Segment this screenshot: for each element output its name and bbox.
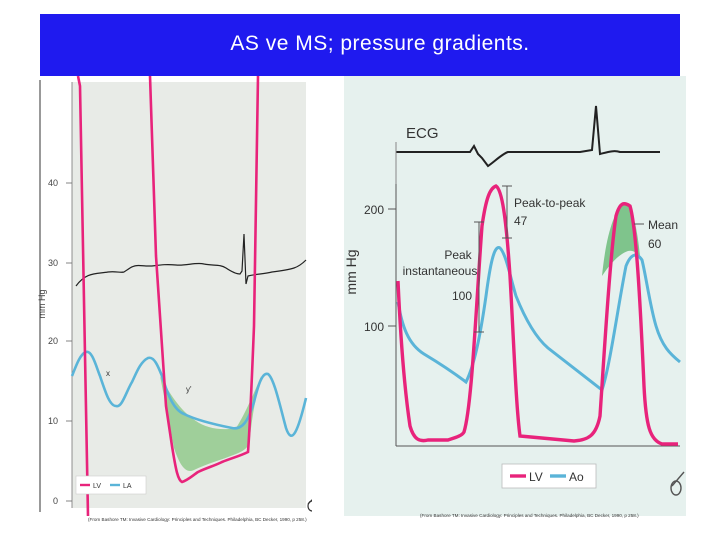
right-caption: (From Bashore TM: Invasive Cardiology: P… — [420, 513, 639, 518]
mitral-gradient-fill — [160, 376, 261, 472]
left-caption: (From Bashore TM: Invasive Cardiology: P… — [88, 517, 307, 522]
left-figure: 40 30 20 10 0 mm Hg x y' LV LA — [36, 76, 312, 516]
lv-pressure-trace-right — [396, 184, 678, 446]
title-bar — [40, 14, 680, 76]
ecg-label: ECG — [406, 125, 439, 142]
peak-to-peak-marker — [502, 185, 512, 239]
tick-label: 100 — [364, 320, 384, 334]
left-y-ticks: 40 30 20 10 0 — [48, 178, 58, 506]
annotation-peak: Peak — [444, 248, 472, 262]
right-legend-ao: Ao — [569, 470, 584, 484]
tick-label: 20 — [48, 336, 58, 346]
peak-instantaneous-marker — [474, 221, 484, 333]
tick-label: 30 — [48, 258, 58, 268]
left-ecg-trace — [75, 233, 307, 287]
left-legend: LV LA — [75, 475, 147, 495]
wave-label-y: y' — [186, 385, 192, 394]
right-legend: LV Ao — [501, 463, 597, 489]
wave-label-x: x — [106, 369, 110, 378]
slide-title: AS ve MS; pressure gradients. — [230, 32, 530, 55]
annotation-instantaneous: instantaneous — [403, 264, 478, 278]
right-legend-lv: LV — [529, 470, 543, 484]
annotation-mean: Mean — [648, 218, 678, 232]
annotation-peak-to-peak-value: 47 — [514, 214, 528, 228]
right-y-axis-label: mm Hg — [344, 249, 359, 294]
tick-label: 40 — [48, 178, 58, 188]
left-legend-la: LA — [123, 483, 132, 490]
tick-label: 10 — [48, 416, 58, 426]
ao-pressure-trace — [396, 246, 681, 393]
tick-label: 0 — [53, 496, 58, 506]
lv-pressure-trace — [76, 76, 260, 516]
annotation-peak-to-peak: Peak-to-peak — [514, 196, 586, 210]
right-logo-mark — [670, 471, 685, 496]
right-figure: ECG 200 100 mm Hg Peak-to-peak 47 Peak i… — [344, 76, 686, 516]
left-legend-lv: LV — [93, 483, 101, 490]
la-pressure-trace — [70, 350, 308, 437]
annotation-mean-value: 60 — [648, 237, 662, 251]
annotation-peak-value: 100 — [452, 289, 472, 303]
left-logo-mark — [307, 499, 312, 512]
left-y-axis-label: mm Hg — [37, 290, 47, 319]
right-ecg-trace — [396, 105, 660, 168]
tick-label: 200 — [364, 203, 384, 217]
